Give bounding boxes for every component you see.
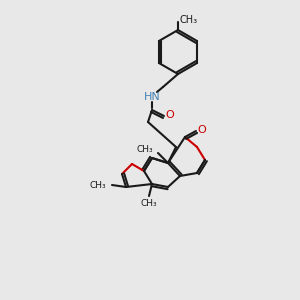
Text: CH₃: CH₃ <box>136 146 153 154</box>
Text: O: O <box>198 125 206 135</box>
Text: HN: HN <box>144 92 160 102</box>
Text: CH₃: CH₃ <box>141 199 157 208</box>
Text: CH₃: CH₃ <box>89 181 106 190</box>
Text: O: O <box>166 110 174 120</box>
Text: CH₃: CH₃ <box>180 15 198 25</box>
